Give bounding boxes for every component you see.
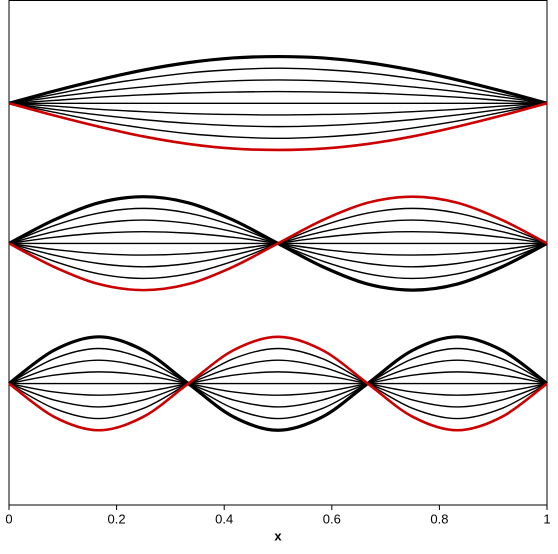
wave-line [8, 347, 548, 420]
wave-line [8, 90, 548, 104]
plot-frame [8, 0, 548, 506]
wave-line [8, 79, 548, 104]
wave-line [8, 335, 548, 432]
wave-line [8, 371, 548, 396]
wave-line [8, 67, 548, 104]
wave-line [8, 54, 548, 105]
wave-line [8, 102, 548, 140]
x-tick-label: 0.6 [323, 511, 341, 526]
wave-line [8, 102, 548, 152]
x-tick-label: 0.8 [430, 511, 448, 526]
x-tick-label: 0 [5, 511, 12, 526]
x-tick-label: 0.4 [215, 511, 233, 526]
wave-line [8, 195, 548, 292]
wave-line [8, 359, 548, 408]
wave-line [8, 359, 548, 408]
wave-line [8, 335, 548, 432]
x-tick-label: 1 [543, 511, 550, 526]
x-tick-label: 0.2 [108, 511, 126, 526]
wave-line [8, 347, 548, 420]
wave-line [8, 102, 548, 128]
x-axis-label: x [274, 528, 282, 543]
wave-line [8, 371, 548, 396]
wave-line [8, 102, 548, 116]
